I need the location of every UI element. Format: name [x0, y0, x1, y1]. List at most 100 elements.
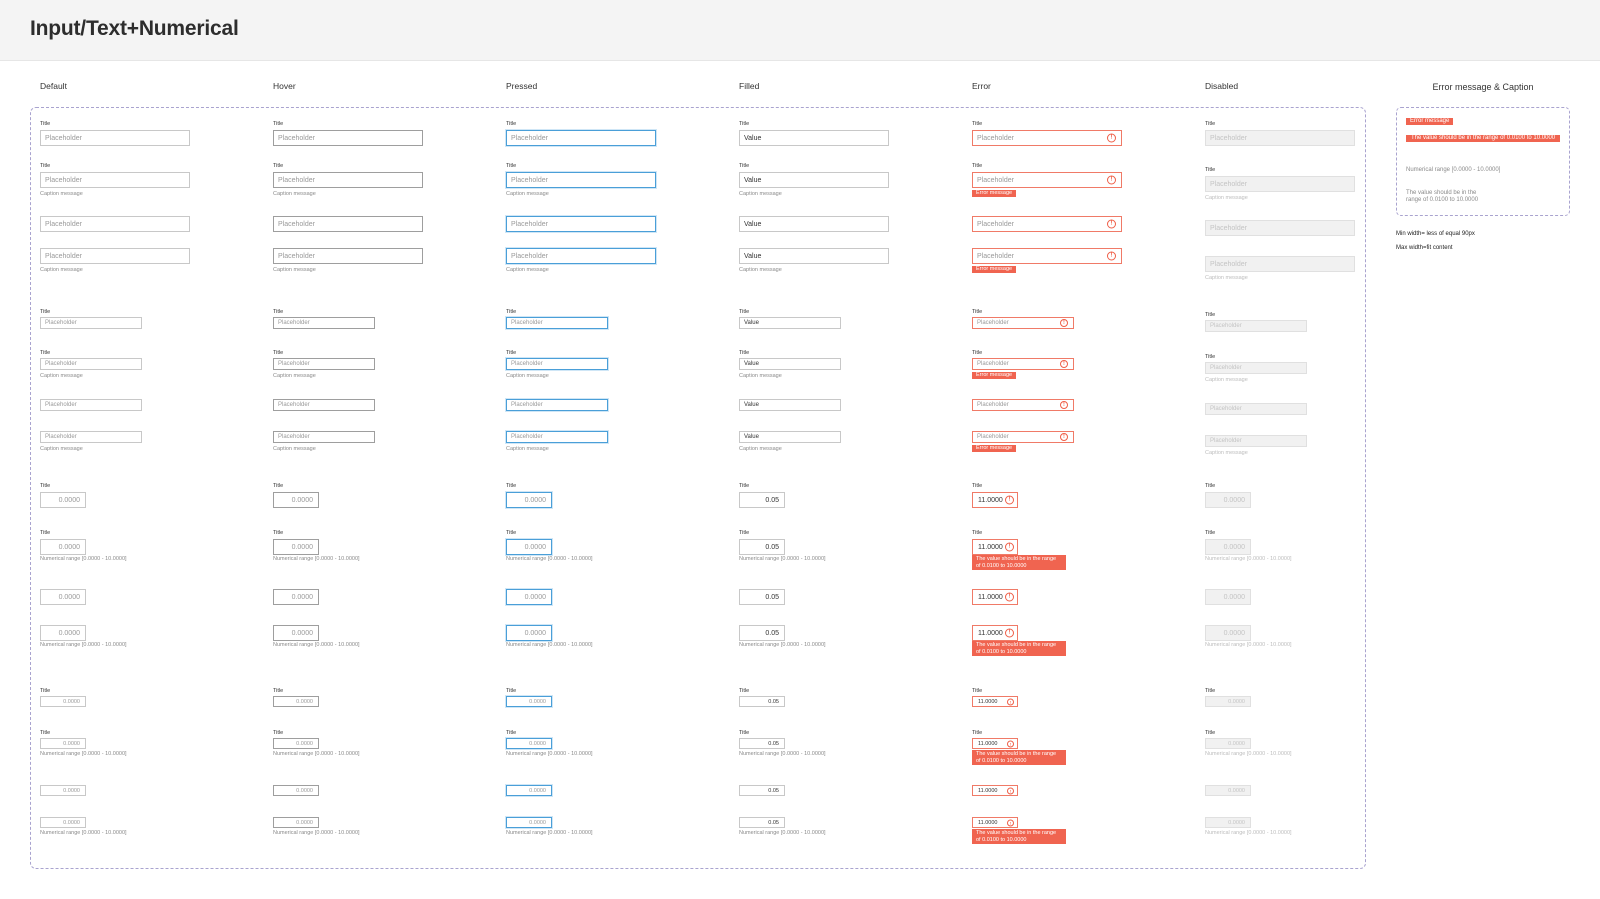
numeric-input-filled[interactable]: 0.05	[739, 492, 785, 508]
error-message: The value should be in the range of 0.01…	[972, 750, 1066, 765]
numeric-input-default[interactable]: 0.0000	[40, 817, 86, 828]
numeric-input-hover[interactable]: 0.0000	[273, 492, 319, 508]
numeric-input-hover[interactable]: 0.0000	[273, 738, 319, 749]
numeric-input-filled[interactable]: 0.05	[739, 625, 785, 641]
text-input-filled[interactable]: Value	[739, 172, 889, 188]
numeric-input-hover[interactable]: 0.0000	[273, 785, 319, 796]
numeric-input-pressed[interactable]: 0.0000	[506, 589, 552, 605]
numeric-input-pressed[interactable]: 0.0000	[506, 785, 552, 796]
numeric-input-error[interactable]: 11.0000!	[972, 696, 1018, 707]
numeric-input-pressed[interactable]: 0.0000	[506, 625, 552, 641]
field-title: Title	[40, 309, 51, 315]
input-text: 0.0000	[296, 819, 313, 826]
text-input-hover[interactable]: Placeholder	[273, 317, 375, 329]
text-input-error[interactable]: Placeholder!	[972, 248, 1122, 264]
caption-message: Caption message	[273, 446, 316, 452]
text-input-filled[interactable]: Value	[739, 399, 841, 411]
numeric-input-pressed[interactable]: 0.0000	[506, 492, 552, 508]
text-input-default[interactable]: Placeholder	[40, 216, 190, 232]
numeric-input-pressed[interactable]: 0.0000	[506, 817, 552, 828]
numeric-input-default[interactable]: 0.0000	[40, 738, 86, 749]
numeric-input-default[interactable]: 0.0000	[40, 785, 86, 796]
input-text: Placeholder	[1210, 134, 1247, 142]
caption-message: Numerical range [0.0000 - 10.0000]	[506, 751, 593, 757]
input-text: 0.0000	[63, 698, 80, 705]
column-header-default: Default	[40, 81, 67, 91]
text-input-filled[interactable]: Value	[739, 130, 889, 146]
text-input-hover[interactable]: Placeholder	[273, 399, 375, 411]
input-text: Placeholder	[1210, 224, 1247, 232]
text-input-pressed[interactable]: Placeholder	[506, 248, 656, 264]
text-input-error[interactable]: Placeholder!	[972, 358, 1074, 370]
numeric-input-hover[interactable]: 0.0000	[273, 817, 319, 828]
numeric-input-hover[interactable]: 0.0000	[273, 696, 319, 707]
field-title: Title	[40, 530, 51, 536]
text-input-default[interactable]: Placeholder	[40, 358, 142, 370]
numeric-input-error[interactable]: 11.0000!	[972, 738, 1018, 749]
text-input-default[interactable]: Placeholder	[40, 172, 190, 188]
text-input-default[interactable]: Placeholder	[40, 399, 142, 411]
text-input-pressed[interactable]: Placeholder	[506, 399, 608, 411]
alert-circle-icon: !	[1007, 819, 1014, 826]
numeric-input-filled[interactable]: 0.05	[739, 738, 785, 749]
numeric-input-error[interactable]: 11.0000!	[972, 817, 1018, 828]
numeric-input-error[interactable]: 11.0000!	[972, 625, 1018, 641]
caption-message: Caption message	[40, 267, 83, 273]
text-input-pressed[interactable]: Placeholder	[506, 431, 608, 443]
numeric-input-default[interactable]: 0.0000	[40, 696, 86, 707]
numeric-input-error[interactable]: 11.0000!	[972, 589, 1018, 605]
field-title: Title	[273, 688, 284, 694]
input-text: 0.0000	[1228, 698, 1245, 705]
alert-circle-icon: !	[1007, 740, 1014, 747]
numeric-input-hover[interactable]: 0.0000	[273, 589, 319, 605]
text-input-error[interactable]: Placeholder!	[972, 317, 1074, 329]
text-input-default[interactable]: Placeholder	[40, 130, 190, 146]
text-input-default[interactable]: Placeholder	[40, 248, 190, 264]
numeric-input-hover[interactable]: 0.0000	[273, 625, 319, 641]
text-input-hover[interactable]: Placeholder	[273, 130, 423, 146]
numeric-input-error[interactable]: 11.0000!	[972, 539, 1018, 555]
text-input-pressed[interactable]: Placeholder	[506, 130, 656, 146]
text-input-error[interactable]: Placeholder!	[972, 172, 1122, 188]
text-input-filled[interactable]: Value	[739, 317, 841, 329]
text-input-hover[interactable]: Placeholder	[273, 358, 375, 370]
numeric-input-default[interactable]: 0.0000	[40, 625, 86, 641]
text-input-filled[interactable]: Value	[739, 216, 889, 232]
text-input-pressed[interactable]: Placeholder	[506, 358, 608, 370]
text-input-error[interactable]: Placeholder!	[972, 431, 1074, 443]
text-input-filled[interactable]: Value	[739, 248, 889, 264]
text-input-pressed[interactable]: Placeholder	[506, 317, 608, 329]
text-input-default[interactable]: Placeholder	[40, 317, 142, 329]
text-input-default[interactable]: Placeholder	[40, 431, 142, 443]
numeric-input-pressed[interactable]: 0.0000	[506, 539, 552, 555]
input-text: Value	[744, 320, 759, 326]
text-input-hover[interactable]: Placeholder	[273, 172, 423, 188]
numeric-input-default[interactable]: 0.0000	[40, 539, 86, 555]
numeric-input-error[interactable]: 11.0000!	[972, 785, 1018, 796]
text-input-filled[interactable]: Value	[739, 358, 841, 370]
text-input-filled[interactable]: Value	[739, 431, 841, 443]
text-input-error[interactable]: Placeholder!	[972, 216, 1122, 232]
text-input-error[interactable]: Placeholder!	[972, 399, 1074, 411]
text-input-pressed[interactable]: Placeholder	[506, 172, 656, 188]
numeric-input-filled[interactable]: 0.05	[739, 785, 785, 796]
text-input-hover[interactable]: Placeholder	[273, 248, 423, 264]
error-message: The value should be in the range of 0.01…	[972, 829, 1066, 844]
numeric-input-hover[interactable]: 0.0000	[273, 539, 319, 555]
text-input-hover[interactable]: Placeholder	[273, 216, 423, 232]
error-message: The value should be in the range of 0.01…	[972, 641, 1066, 656]
text-input-pressed[interactable]: Placeholder	[506, 216, 656, 232]
text-input-error[interactable]: Placeholder!	[972, 130, 1122, 146]
input-text: Placeholder	[1210, 260, 1247, 268]
numeric-input-default[interactable]: 0.0000	[40, 492, 86, 508]
numeric-input-filled[interactable]: 0.05	[739, 539, 785, 555]
numeric-input-default[interactable]: 0.0000	[40, 589, 86, 605]
numeric-input-pressed[interactable]: 0.0000	[506, 738, 552, 749]
numeric-input-filled[interactable]: 0.05	[739, 696, 785, 707]
numeric-input-filled[interactable]: 0.05	[739, 817, 785, 828]
numeric-input-error[interactable]: 11.0000!	[972, 492, 1018, 508]
numeric-input-filled[interactable]: 0.05	[739, 589, 785, 605]
side-numerical-range: Numerical range [0.0000 - 10.0000]	[1406, 167, 1501, 173]
numeric-input-pressed[interactable]: 0.0000	[506, 696, 552, 707]
text-input-hover[interactable]: Placeholder	[273, 431, 375, 443]
